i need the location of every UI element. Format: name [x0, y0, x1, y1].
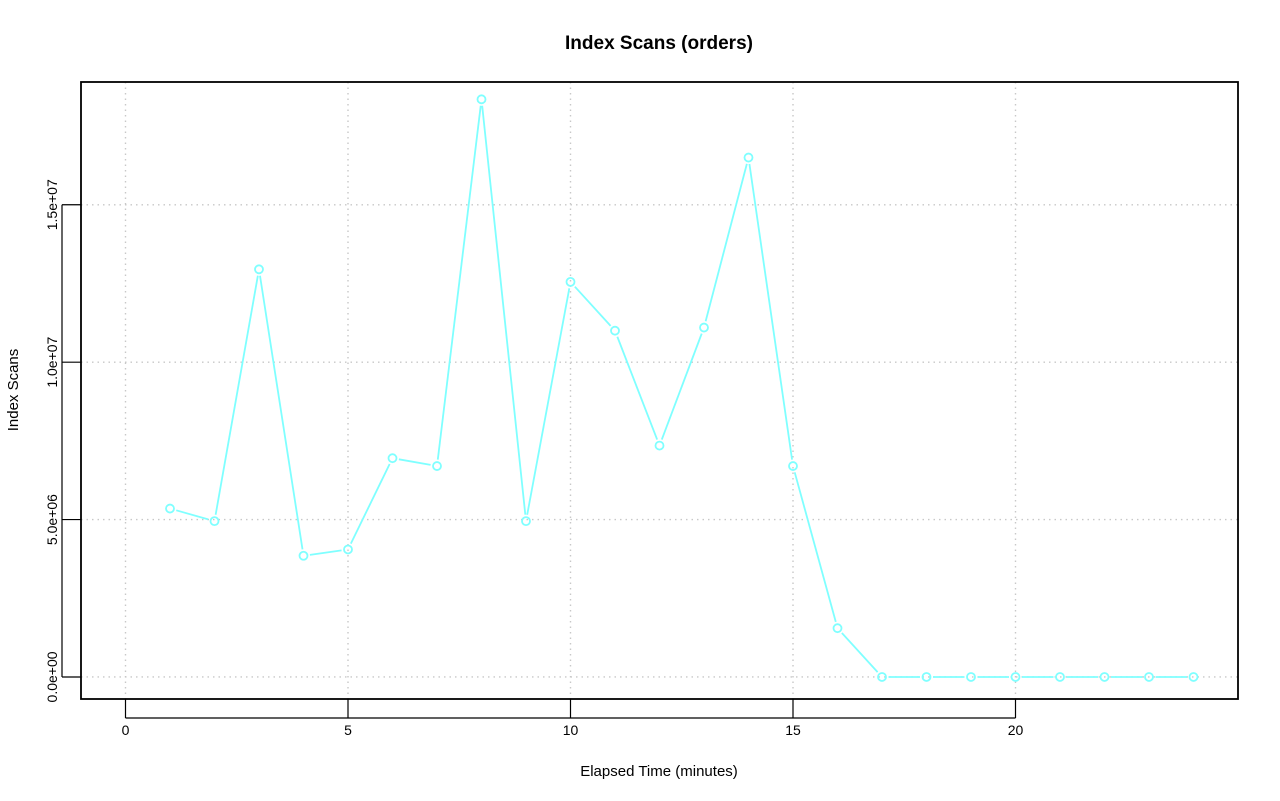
series-0-segment-12 [704, 163, 748, 322]
series-0-segment-13 [748, 163, 793, 460]
data-point-15 [832, 623, 843, 634]
data-point-17 [921, 672, 932, 682]
plot-frame [80, 81, 1239, 700]
x-tick-label-4: 20 [1008, 722, 1024, 738]
data-point-7 [476, 94, 487, 105]
data-point-9 [565, 276, 576, 287]
data-point-14 [788, 461, 798, 471]
data-point-18 [966, 672, 976, 682]
data-point-2 [254, 264, 264, 275]
data-point-8 [521, 516, 531, 527]
data-point-23 [1188, 672, 1199, 682]
data-point-12 [699, 322, 709, 333]
y-tick-label-1: 5.0e+06 [44, 494, 60, 545]
series-0-segment-14 [793, 472, 837, 623]
data-point-20 [1055, 672, 1065, 682]
x-axis-label: Elapsed Time (minutes) [580, 763, 738, 780]
series-0-segment-7 [481, 105, 527, 515]
series-0-segment-15 [841, 632, 879, 673]
x-tick-label-3: 15 [785, 722, 801, 738]
data-point-3 [298, 550, 309, 561]
data-point-0 [165, 503, 175, 514]
data-point-10 [610, 325, 620, 336]
data-point-1 [209, 516, 220, 527]
series-0-segment-5 [398, 458, 431, 466]
x-tick-label-0: 0 [122, 722, 130, 738]
axes: 0 5 10 15 20 0.0e+00 5.0e+06 1.0e+07 1.5e+07 [44, 179, 1023, 738]
series-0-segment-10 [616, 336, 658, 440]
data-point-21 [1099, 672, 1110, 682]
data-point-22 [1144, 672, 1154, 682]
y-tick-label-0: 0.0e+00 [44, 651, 60, 702]
x-tick-label-2: 10 [563, 722, 579, 738]
series-0-segment-11 [660, 333, 703, 440]
series-0-segment-0 [176, 509, 209, 521]
series-0-segment-1 [214, 275, 259, 515]
series-layer [165, 94, 1199, 682]
data-point-19 [1010, 672, 1021, 682]
series-0-segment-9 [574, 286, 612, 327]
series-0-segment-6 [436, 105, 482, 460]
series-0-segment-8 [526, 288, 571, 515]
y-tick-label-2: 1.0e+07 [44, 336, 60, 387]
series-0-segment-4 [350, 463, 391, 545]
data-point-5 [387, 453, 398, 464]
data-point-13 [743, 152, 754, 163]
series-0-segment-3 [309, 549, 342, 556]
series-0-segment-2 [259, 275, 304, 550]
data-point-6 [432, 461, 442, 471]
x-tick-label-1: 5 [344, 722, 352, 738]
data-point-16 [877, 672, 887, 682]
y-tick-label-3: 1.5e+07 [44, 179, 60, 230]
chart-title: Index Scans (orders) [565, 33, 753, 54]
y-axis-label: Index Scans [5, 349, 22, 432]
data-point-11 [654, 440, 665, 451]
data-point-4 [343, 544, 353, 555]
